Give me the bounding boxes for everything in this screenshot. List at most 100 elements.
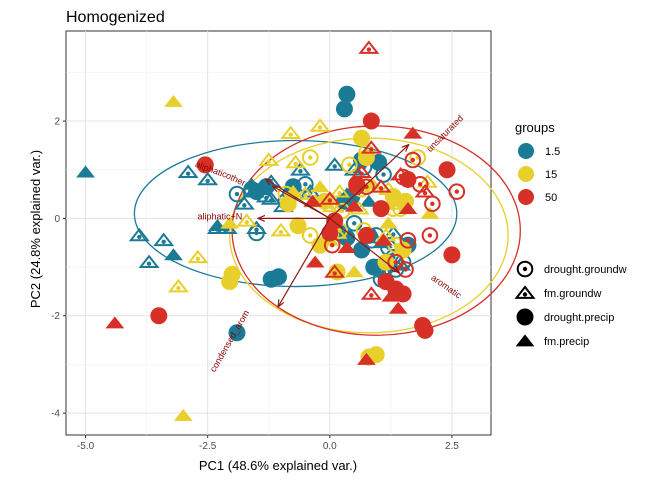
point-circle-open-group-50-dot [430, 201, 435, 206]
point-circle-open-group-15 [341, 156, 358, 174]
point-circle-filled-group-15 [353, 129, 371, 147]
point-triangle-open-group-50-dot [378, 186, 384, 191]
legend-swatch-15 [518, 166, 534, 182]
point-triangle-filled-group-50 [403, 126, 423, 139]
loading-arrow-aromatic [329, 217, 398, 272]
point-triangle-open-group-15-dot [195, 256, 201, 262]
point-triangle-filled-group-50 [303, 194, 323, 207]
point-triangle-open-group-50-dot [369, 147, 374, 152]
legend-swatch-50 [518, 189, 534, 205]
point-circle-filled-group-50 [348, 175, 366, 193]
point-circle-filled-group-15 [289, 217, 307, 235]
y-tick-label: -2 [51, 311, 60, 322]
point-circle-open-group-15 [301, 227, 319, 244]
legend-shape-drought-groundw [516, 260, 534, 278]
point-triangle-open-group-1-5 [153, 232, 175, 247]
point-circle-filled-group-50 [416, 321, 434, 339]
legend-label-shape: drought.precip [544, 312, 614, 324]
point-triangle-open-group-1-5-dot [146, 261, 152, 266]
point-triangle-open-group-1-5-dot [264, 195, 269, 201]
point-circle-filled-group-50 [150, 307, 168, 325]
point-circle-filled-group-50 [357, 226, 375, 244]
point-triangle-open-group-1-5 [197, 171, 219, 186]
legend-label-shape: fm.groundw [544, 288, 602, 300]
point-circle-open-group-15-dot [308, 155, 313, 160]
point-triangle-filled-group-15 [383, 194, 403, 207]
point-triangle-open-group-50-dot [366, 47, 372, 52]
y-axis-title: PC2 (24.8% explained var.) [28, 150, 43, 308]
point-triangle-filled-group-50 [105, 316, 125, 329]
point-triangle-open-group-15 [187, 249, 209, 264]
point-triangle-filled-group-15 [310, 180, 330, 193]
point-circle-filled-group-1-5 [338, 85, 356, 103]
point-triangle-open-group-50-dot [327, 198, 332, 203]
legend-label-group: 1.5 [545, 146, 560, 158]
legend-shape-fm-groundw [514, 285, 536, 299]
point-triangle-open-group-1-5 [128, 227, 150, 242]
point-circle-filled-group-15 [367, 346, 385, 364]
point-circle-open-group-1-5-dot [303, 182, 308, 187]
point-circle-filled-group-1-5 [228, 324, 246, 342]
plot-panel [65, 30, 492, 436]
point-triangle-open-group-15-dot [278, 229, 284, 235]
point-circle-open-group-1-5-dot [234, 191, 240, 197]
legend-label-shape: fm.precip [544, 336, 589, 348]
point-triangle-open-group-15-dot [337, 190, 342, 196]
point-circle-open-group-50-dot [427, 233, 433, 238]
point-triangle-open-group-1-5-dot [332, 164, 337, 169]
legend-swatch-1-5 [518, 143, 534, 159]
loading-arrow-condensed-arom [279, 218, 331, 306]
point-triangle-open-group-15-dot [244, 220, 249, 225]
y-tick-label: 2 [54, 117, 60, 128]
legend-shape-drought-precip [516, 308, 534, 326]
point-triangle-open-group-50 [360, 286, 382, 300]
point-circle-open-group-50-dot [403, 267, 408, 272]
group-ellipses [133, 125, 521, 336]
point-triangle-open-group-15 [309, 118, 331, 132]
point-triangle-filled-group-15 [173, 408, 193, 421]
point-triangle-filled-group-15 [283, 184, 303, 197]
point-triangle-open-group-1-5 [245, 220, 268, 234]
point-circle-open-group-50 [399, 232, 417, 249]
point-triangle-open-group-50 [319, 191, 341, 205]
point-circle-open-group-15-dot [347, 162, 352, 168]
legend-shape-fm-groundw-dot [522, 292, 528, 297]
point-triangle-filled-group-1-5 [359, 194, 379, 207]
point-triangle-open-group-50-dot [422, 190, 428, 196]
point-circle-open-group-50-dot [405, 238, 411, 243]
point-triangle-open-group-15 [329, 183, 351, 198]
point-circle-filled-group-15 [357, 149, 375, 167]
point-triangle-filled-group-50 [344, 199, 364, 212]
point-circle-open-group-1-5 [228, 185, 246, 203]
point-circle-open-group-1-5-dot [381, 172, 386, 177]
point-triangle-open-group-1-5-dot [242, 203, 247, 208]
point-circle-filled-group-50 [438, 161, 456, 179]
axes: -5.0 -2.5 0.0 2.5 -4 -2 0 2 [51, 117, 459, 452]
point-triangle-open-group-15 [294, 186, 316, 200]
point-triangle-open-group-1-5-dot [298, 169, 303, 174]
point-triangle-filled-group-50 [337, 240, 357, 253]
point-triangle-open-group-1-5-dot [391, 232, 396, 237]
x-tick-label: 0.0 [323, 441, 337, 452]
point-triangle-filled-group-50 [398, 202, 418, 215]
point-triangle-filled-group-1-5 [242, 177, 262, 190]
point-triangle-open-group-15 [258, 152, 280, 166]
point-triangle-filled-group-15 [164, 94, 183, 107]
point-circle-open-group-15-dot [308, 233, 313, 238]
point-circle-open-group-50-dot [393, 260, 398, 265]
point-triangle-open-group-1-5 [177, 164, 199, 179]
point-circle-filled-group-50 [196, 156, 214, 174]
point-triangle-open-group-15-dot [293, 161, 298, 167]
point-triangle-open-group-1-5 [233, 196, 255, 210]
point-triangle-open-group-15-dot [288, 132, 293, 137]
x-tick-label: -2.5 [199, 441, 217, 452]
legend-title: groups [515, 120, 555, 135]
point-circle-filled-group-1-5 [262, 270, 280, 288]
ellipse-group-1-5 [133, 139, 458, 288]
point-triangle-open-group-50-dot [369, 293, 374, 298]
point-triangle-filled-group-50 [374, 233, 393, 246]
point-circle-open-group-50-dot [330, 242, 335, 248]
loading-label-aliphatic-N: aliphatic+N [197, 211, 242, 221]
point-triangle-open-group-50 [358, 40, 380, 54]
